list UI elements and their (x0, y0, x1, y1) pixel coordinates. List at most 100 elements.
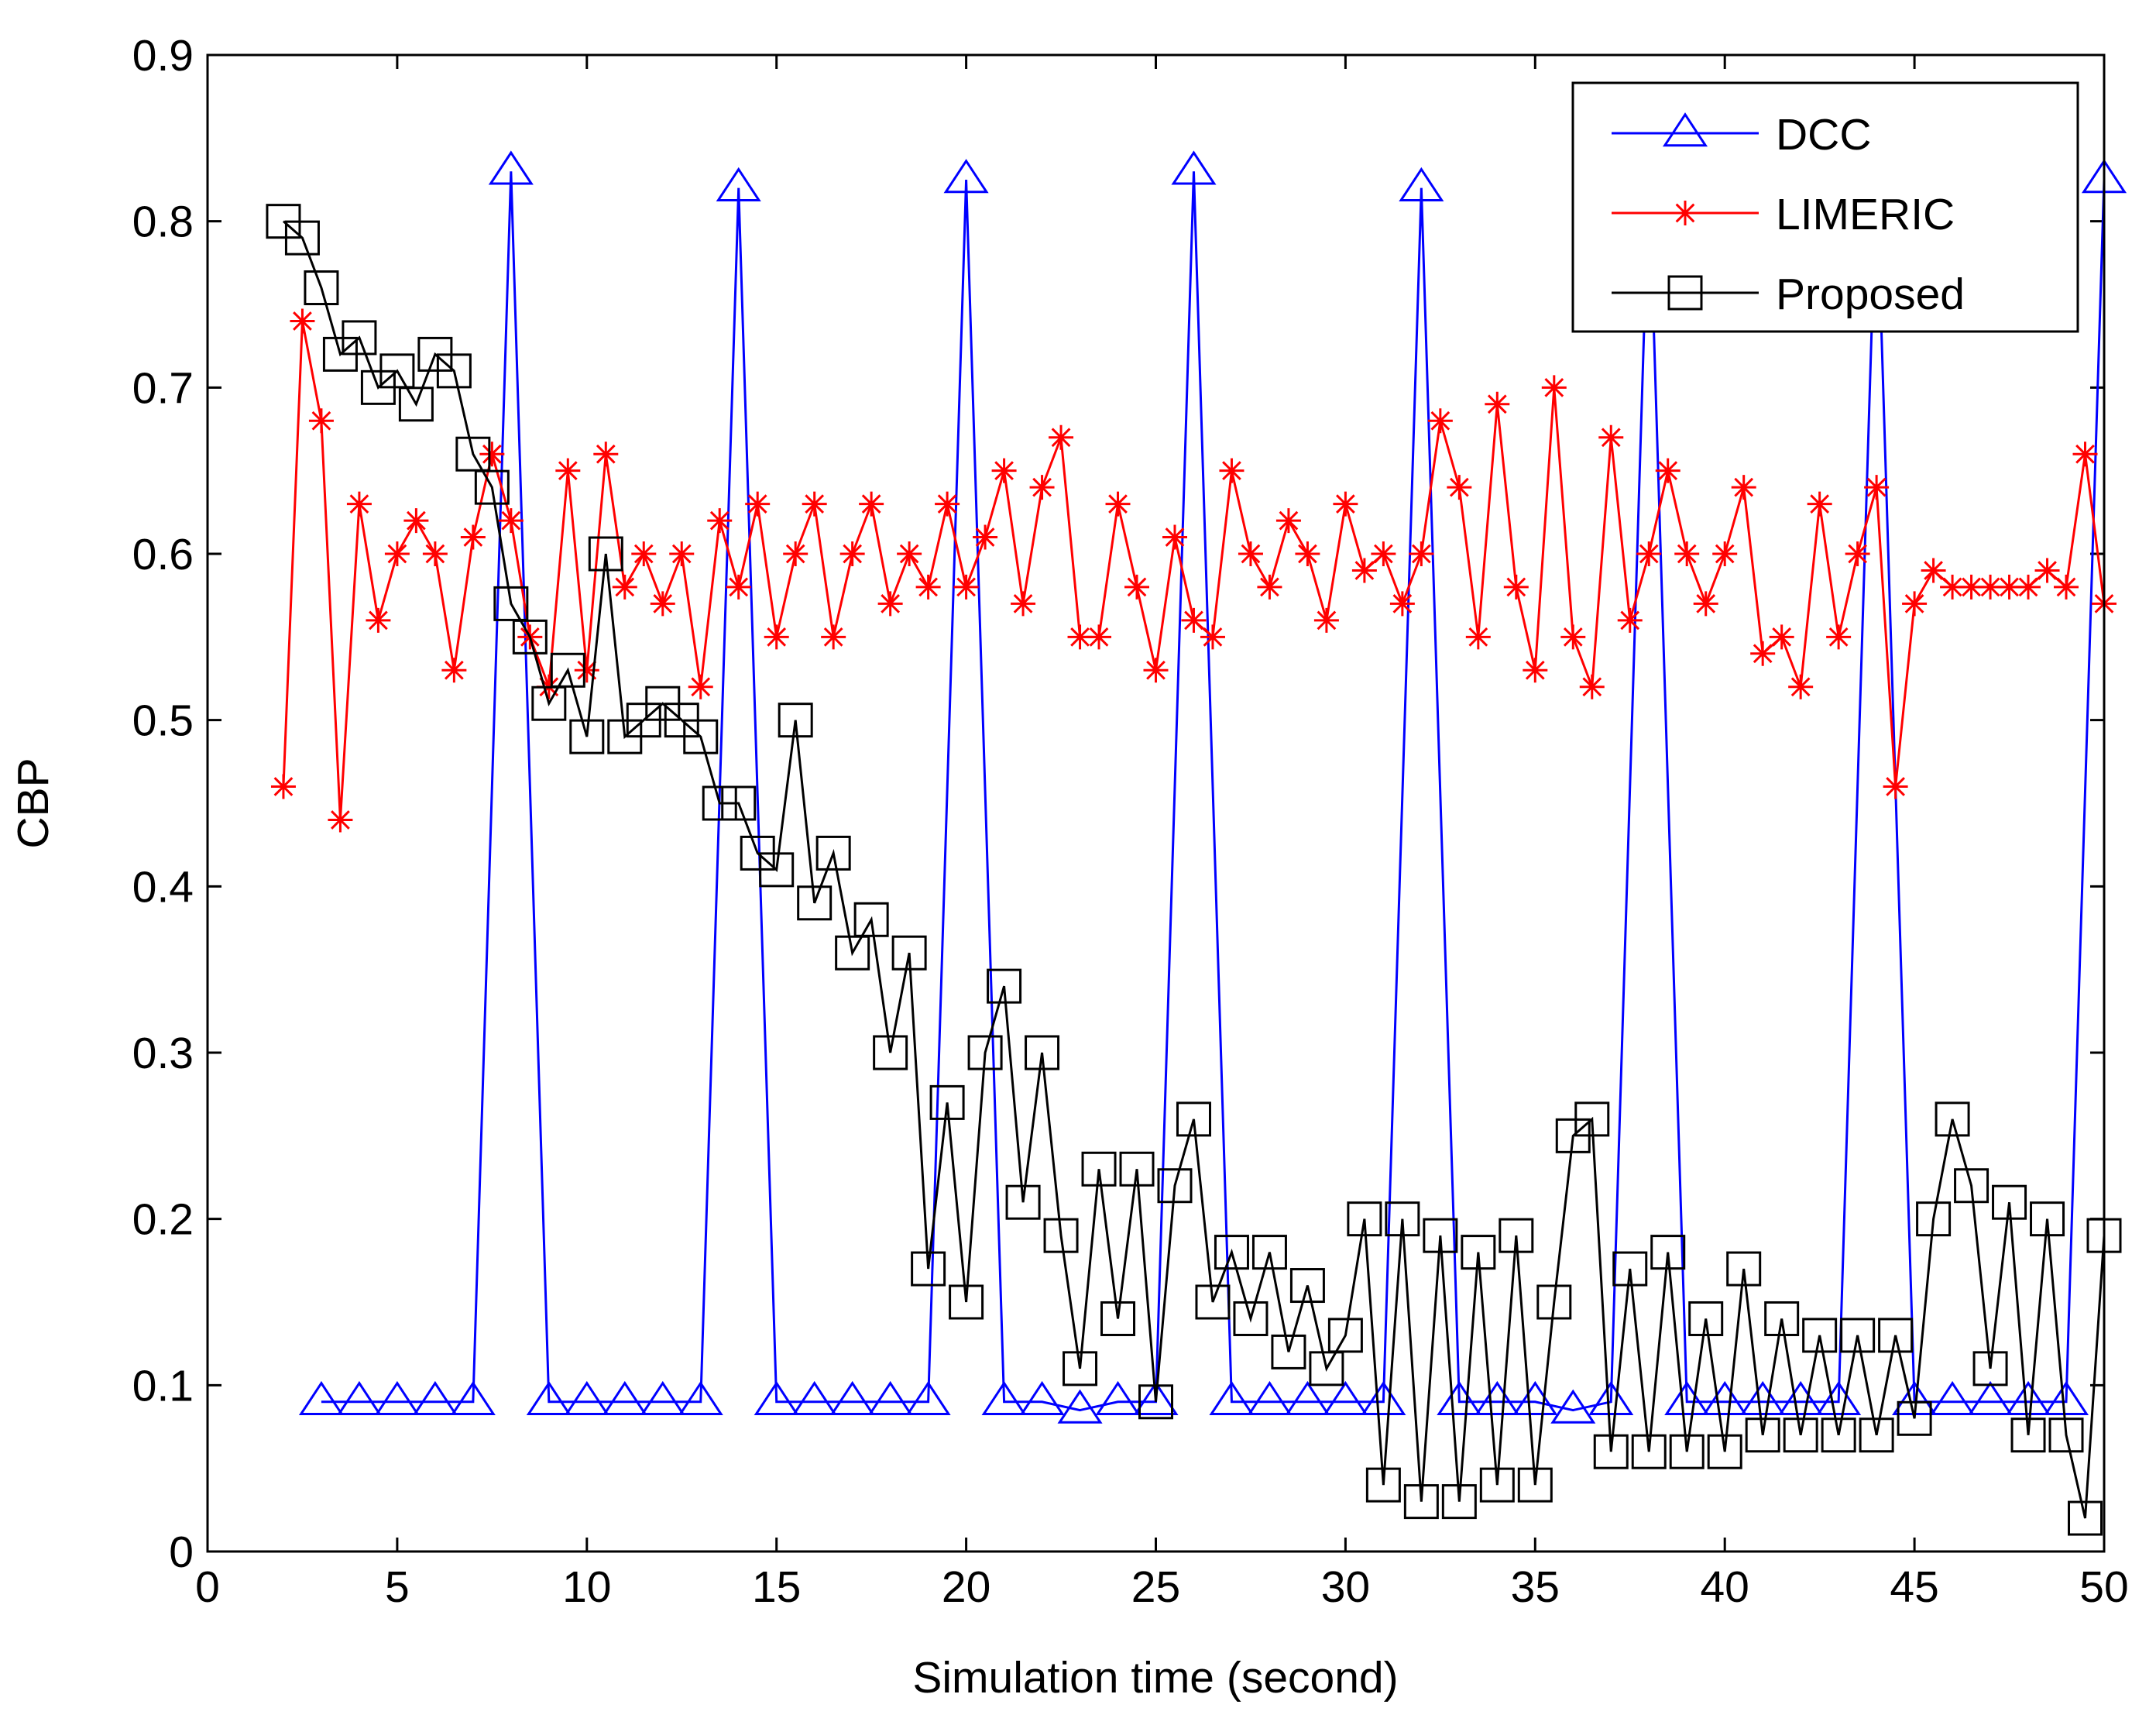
triangle-marker (716, 167, 761, 201)
series-line (282, 220, 2106, 1519)
x-tick-label: 0 (195, 1562, 220, 1612)
square-marker (1688, 1301, 1724, 1336)
square-marker (569, 719, 605, 754)
star-marker (403, 508, 429, 534)
triangle-marker (1816, 1380, 1862, 1416)
star-marker (1351, 558, 1377, 583)
y-tick-label: 0.1 (132, 1361, 194, 1411)
square-marker (759, 852, 795, 888)
triangle-marker (450, 1380, 496, 1416)
triangle-marker (1247, 1380, 1293, 1416)
square-marker (1669, 1434, 1705, 1469)
axes-frame (206, 53, 2106, 1553)
star-marker (1389, 591, 1415, 617)
square-marker (1289, 1268, 1325, 1304)
square-marker (1783, 1417, 1818, 1453)
square-marker (531, 686, 567, 721)
square-marker (967, 1035, 1003, 1070)
star-marker (1940, 574, 1965, 600)
triangle-marker (602, 1380, 647, 1416)
x-tick-label: 20 (942, 1562, 990, 1612)
square-marker (304, 270, 339, 306)
star-marker (2072, 442, 2098, 467)
star-marker (1029, 475, 1055, 500)
square-marker (1385, 1201, 1420, 1237)
star-marker (839, 541, 865, 566)
square-marker (1517, 1467, 1553, 1503)
triangle-marker (1512, 1380, 1558, 1416)
star-marker (821, 624, 846, 650)
star-marker (308, 408, 334, 434)
star-marker (1105, 491, 1131, 517)
star-marker (935, 491, 960, 517)
triangle-marker (1475, 1380, 1520, 1416)
square-marker (1574, 1101, 1610, 1137)
star-marker (783, 541, 808, 566)
square-marker (493, 586, 529, 621)
star-marker (2034, 558, 2060, 583)
square-marker (1403, 1484, 1439, 1520)
x-tick-label: 50 (2079, 1562, 2128, 1612)
square-marker (1593, 1434, 1629, 1469)
triangle-marker (678, 1380, 723, 1416)
star-marker (1143, 658, 1169, 683)
star-marker (877, 591, 903, 617)
triangle-marker (1664, 1380, 1710, 1416)
square-marker (987, 968, 1022, 1004)
square-marker (379, 353, 415, 389)
triangle-marker (1778, 1380, 1824, 1416)
star-marker (1712, 541, 1738, 566)
star-marker (1693, 591, 1718, 617)
star-marker (915, 574, 941, 600)
square-marker (1992, 1184, 2027, 1220)
square-marker (1005, 1184, 1041, 1220)
star-marker (1465, 624, 1491, 650)
square-marker (1423, 1218, 1458, 1253)
star-marker (1371, 541, 1396, 566)
legend-label: DCC (1776, 110, 1872, 160)
x-tick-label: 30 (1321, 1562, 1370, 1612)
triangle-marker (2043, 1380, 2089, 1416)
square-marker (1441, 1484, 1477, 1520)
square-marker (1233, 1301, 1269, 1336)
star-marker (1674, 541, 1700, 566)
star-marker (612, 574, 637, 600)
triangle-marker (374, 1380, 420, 1416)
square-marker (1025, 1035, 1060, 1070)
star-marker (479, 442, 505, 467)
star-marker (726, 574, 751, 600)
square-marker (1251, 1235, 1287, 1270)
y-tick-label: 0.5 (132, 696, 194, 746)
square-marker (1214, 1235, 1249, 1270)
square-marker (1309, 1351, 1344, 1387)
triangle-marker (1968, 1380, 2014, 1416)
y-axis-label: CBP (9, 758, 58, 848)
square-marker (929, 1084, 965, 1120)
square-marker (474, 469, 510, 505)
y-tick-label: 0.7 (132, 363, 194, 413)
x-tick-label: 40 (1700, 1562, 1749, 1612)
square-marker (1138, 1384, 1173, 1420)
star-marker (802, 491, 827, 517)
star-marker (1845, 541, 1870, 566)
triangle-marker (905, 1380, 951, 1416)
x-tick-label: 5 (385, 1562, 410, 1612)
star-marker (991, 458, 1017, 483)
triangle-marker (791, 1380, 837, 1416)
square-marker (2048, 1417, 2084, 1453)
star-marker (1579, 674, 1605, 699)
square-marker (2068, 1500, 2103, 1536)
star-marker (346, 491, 372, 517)
square-marker (1972, 1351, 2008, 1387)
x-tick-label: 45 (1890, 1562, 1938, 1612)
star-marker (745, 491, 771, 517)
triangle-marker (1171, 150, 1217, 185)
square-marker (1764, 1301, 1800, 1336)
legend-box (1571, 81, 2079, 333)
star-marker (1275, 508, 1301, 534)
star-marker (555, 458, 581, 483)
square-marker (1063, 1351, 1098, 1387)
square-marker (1878, 1318, 1914, 1353)
star-marker (498, 508, 524, 534)
